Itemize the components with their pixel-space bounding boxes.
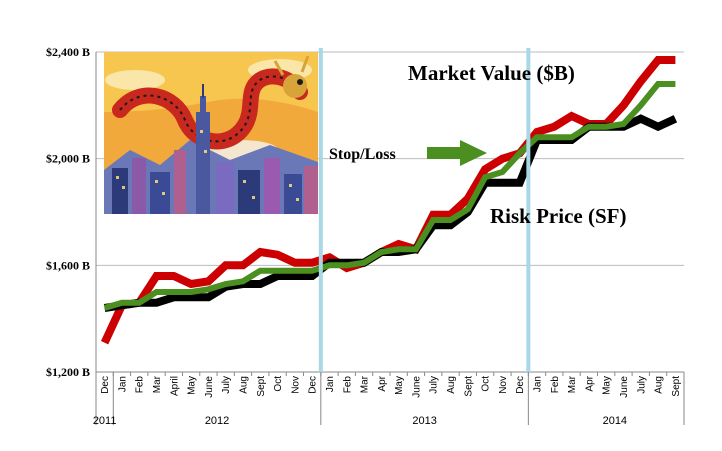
- x-tick-label: July: [636, 376, 647, 394]
- series-line: [103, 81, 676, 311]
- x-tick-label: Dec: [308, 376, 319, 394]
- x-tick-label: Nov: [498, 376, 509, 394]
- x-tick-label: Jan: [117, 376, 128, 392]
- x-tick-label: June: [411, 376, 422, 398]
- x-tick-label: Aug: [446, 376, 457, 394]
- x-tick-label: Apr: [584, 375, 595, 391]
- x-tick-label: Dec: [100, 376, 111, 394]
- year-label: 2013: [412, 415, 436, 427]
- x-tick-label: May: [602, 376, 613, 395]
- x-tick-label: Sept: [463, 376, 474, 397]
- x-tick-label: April: [169, 376, 180, 396]
- x-tick-label: Aug: [239, 376, 250, 394]
- y-tick-label: $1,200 B: [46, 365, 90, 379]
- x-tick-label: May: [187, 376, 198, 395]
- x-tick-label: Feb: [550, 376, 561, 394]
- x-tick-label: Aug: [654, 376, 665, 394]
- stop-loss-annotation: Stop/Loss: [329, 146, 396, 163]
- x-tick-label: Mar: [360, 375, 371, 393]
- x-tick-label: Mar: [567, 375, 578, 393]
- x-tick-label: Dec: [515, 376, 526, 394]
- x-tick-label: Apr: [377, 375, 388, 391]
- x-tick-label: Feb: [342, 376, 353, 394]
- x-tick-labels: Dec Jan Feb Mar April May June July Aug Sept Oct No…: [100, 375, 682, 397]
- x-tick-label: Feb: [135, 376, 146, 394]
- x-tick-label: May: [394, 376, 405, 395]
- x-tick-label: Nov: [290, 376, 301, 394]
- x-tick-label: Sept: [671, 376, 682, 397]
- year-label: 2014: [603, 415, 627, 427]
- vertical-markers: [318, 48, 531, 372]
- year-label: 2011: [93, 415, 117, 427]
- x-tick-label: July: [429, 376, 440, 394]
- y-tick-label: $1,600 B: [46, 258, 90, 272]
- x-tick-label: July: [221, 376, 232, 394]
- stop-loss-arrow: [427, 140, 487, 166]
- market-value-annotation: Market Value ($B): [408, 61, 575, 85]
- x-tick-label: Oct: [273, 376, 284, 392]
- y-tick-label: $2,000 B: [46, 152, 90, 166]
- dragon-over-skyline-illustration: [104, 52, 318, 214]
- risk-price-annotation: Risk Price (SF): [490, 204, 626, 228]
- y-tick-labels: $1,200 B $1,600 B $2,000 B $2,400 B: [46, 45, 90, 379]
- x-tick-label: Jan: [533, 376, 544, 392]
- x-tick-label: June: [204, 376, 215, 398]
- x-tick-label: June: [619, 376, 630, 398]
- x-tick-label: Sept: [256, 376, 267, 397]
- year-label: 2012: [205, 415, 229, 427]
- y-tick-label: $2,400 B: [46, 45, 90, 59]
- year-labels: 2011 2012 2013 2014: [93, 415, 627, 427]
- x-tick-label: Mar: [152, 375, 163, 393]
- series-lines: [100, 56, 678, 345]
- x-tick-label: Jan: [325, 376, 336, 392]
- plot-frame: [95, 52, 685, 425]
- x-tick-label: Oct: [481, 376, 492, 392]
